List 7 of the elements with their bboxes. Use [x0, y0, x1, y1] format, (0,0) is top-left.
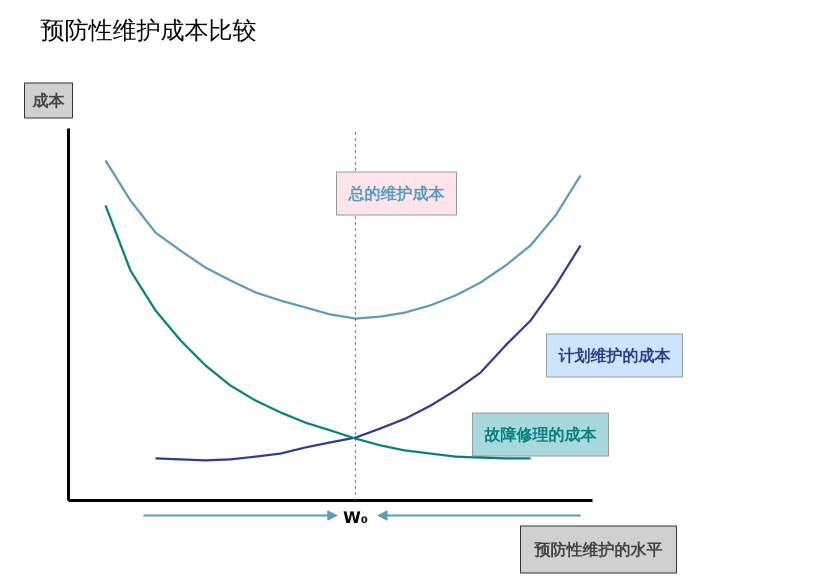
- series-label: 故障修理的成本: [484, 425, 598, 444]
- x-axis-title: 预防性维护的水平: [534, 540, 662, 559]
- text: 计划维护的成本: [558, 346, 672, 365]
- chart-title: 预防性维护成本比较: [40, 16, 256, 44]
- text: W₀: [343, 508, 368, 527]
- y-axis-title: 成本: [32, 91, 66, 110]
- text: 总的维护成本: [348, 184, 446, 203]
